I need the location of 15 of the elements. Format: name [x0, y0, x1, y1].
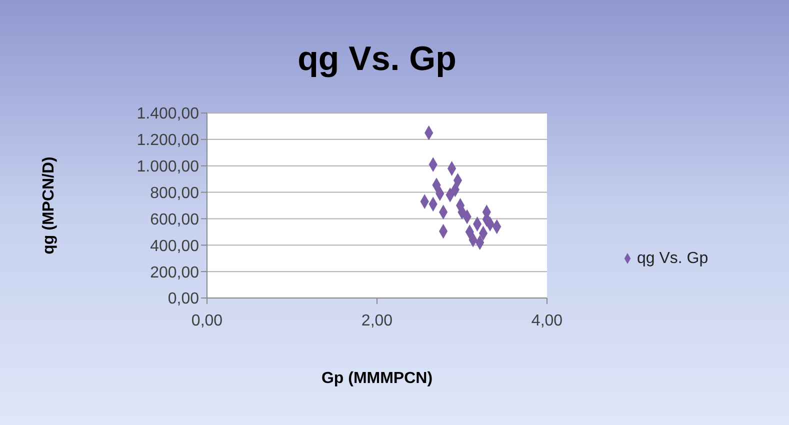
- x-tick-label: 4,00: [531, 312, 563, 330]
- y-tick-label: 1.000,00: [136, 158, 200, 176]
- x-axis-title: Gp (MMMPCN): [321, 370, 433, 387]
- y-tick-label: 400,00: [150, 238, 200, 255]
- y-axis-title: qg (MPCN/D): [40, 156, 58, 254]
- chart-title: qg Vs. Gp: [296, 40, 458, 79]
- y-tick-label: 200,00: [150, 264, 200, 282]
- y-tick-label: 0,00: [168, 290, 200, 308]
- y-tick-label: 1.400,00: [136, 106, 200, 123]
- x-tick-label: 2,00: [361, 312, 393, 330]
- y-tick-label: 600,00: [150, 211, 200, 228]
- legend-label: qg Vs. Gp: [637, 250, 708, 267]
- x-tick-label: 0,00: [191, 312, 223, 330]
- y-tick-label: 800,00: [150, 184, 200, 202]
- y-tick-label: 1.200,00: [136, 132, 200, 150]
